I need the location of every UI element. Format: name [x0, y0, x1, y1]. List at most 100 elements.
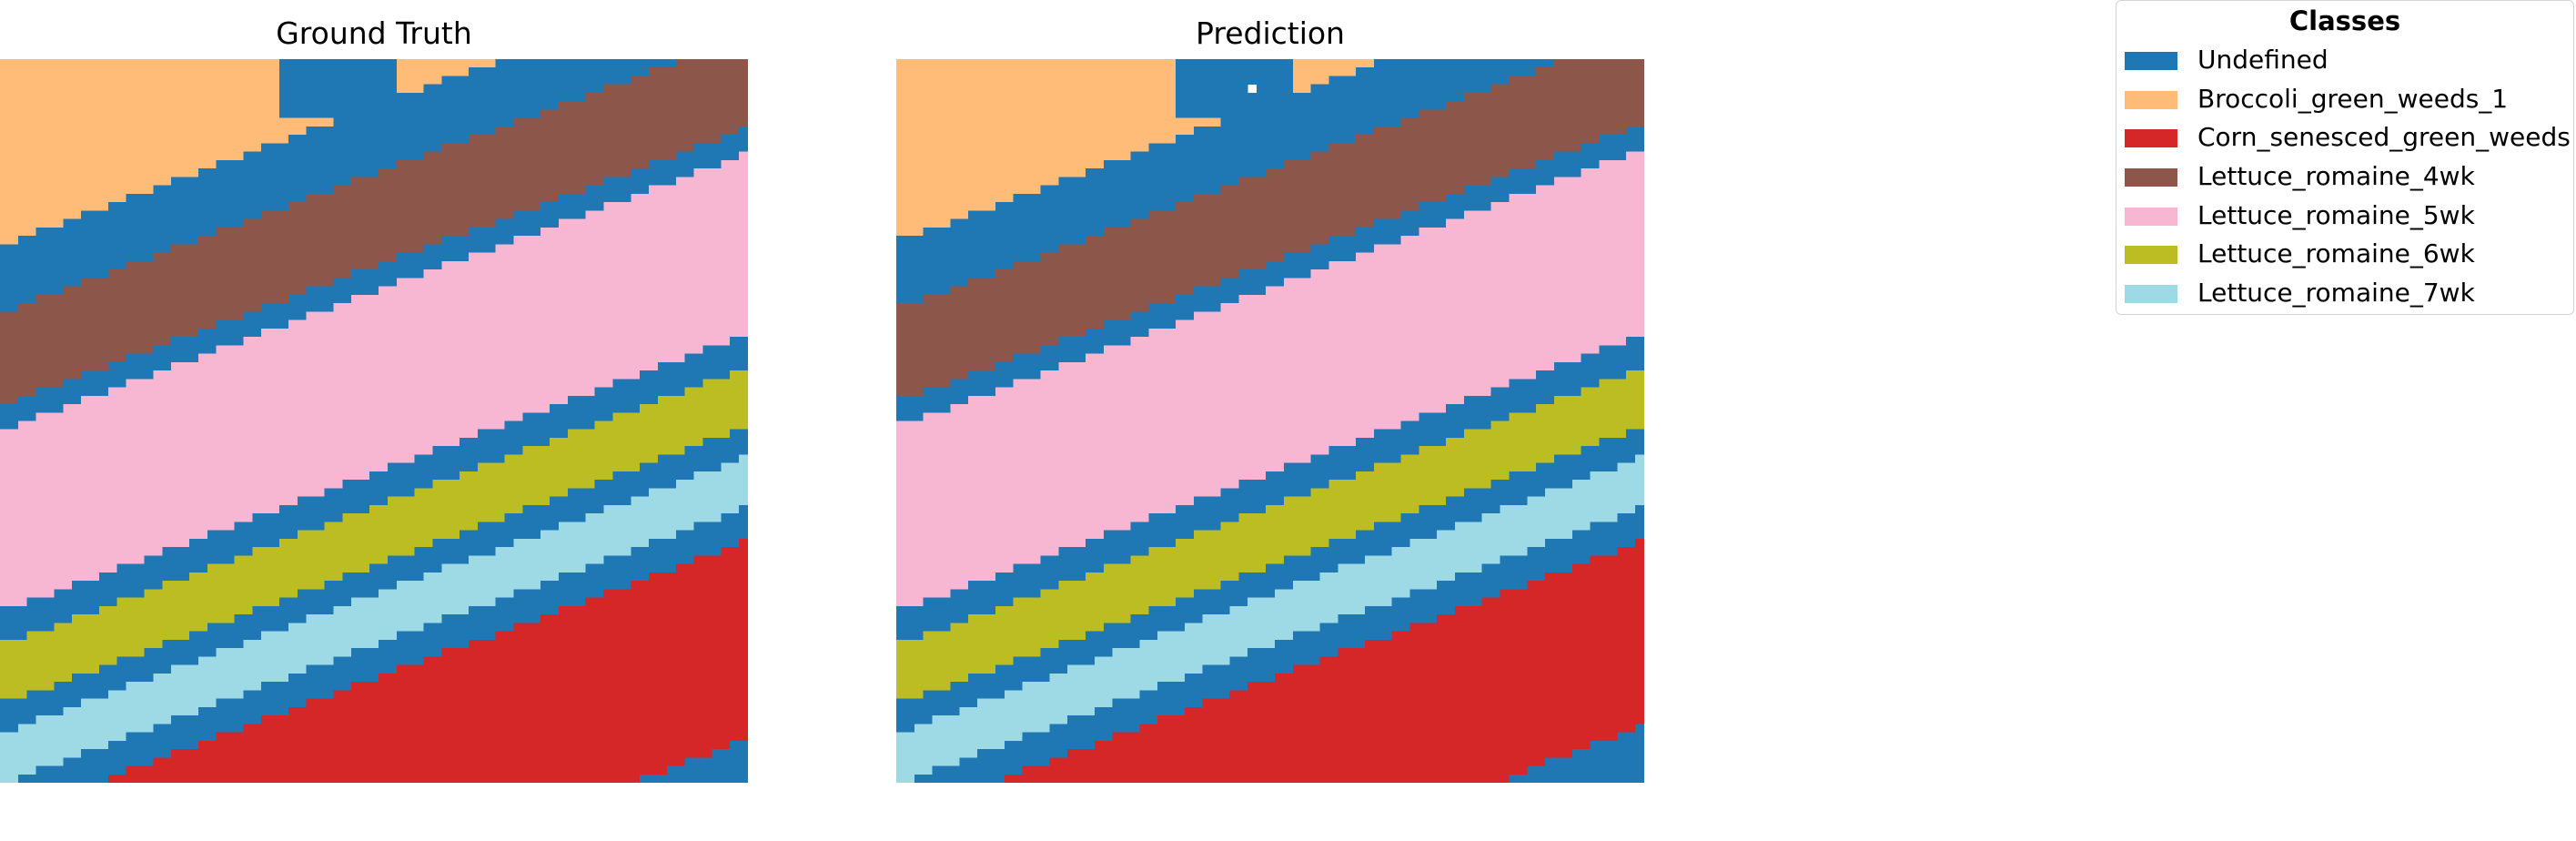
class-pixel-run [1248, 597, 1392, 607]
class-pixel-run [216, 648, 352, 657]
ground-truth-classification-map [0, 59, 748, 783]
legend-item-lettuce-romaine-5wk: Lettuce_romaine_5wk [2116, 197, 2573, 236]
class-pixel-run [441, 648, 748, 657]
class-pixel-run [162, 581, 325, 590]
class-pixel-run [1248, 648, 1339, 657]
class-pixel-run [1022, 682, 1158, 691]
class-pixel-run [914, 724, 1050, 733]
class-pixel-run [162, 547, 253, 556]
class-pixel-run [896, 740, 1005, 750]
class-pixel-run [1463, 92, 1644, 102]
class-pixel-run [1553, 454, 1636, 463]
class-pixel-run [657, 395, 748, 405]
class-pixel-run [1536, 159, 1600, 169]
class-pixel-run [649, 572, 748, 582]
class-pixel-run [1292, 84, 1311, 94]
class-pixel-run [1328, 538, 1410, 548]
class-pixel-run [0, 732, 126, 741]
class-pixel-run [896, 370, 969, 380]
class-pixel-run [640, 404, 748, 413]
class-pixel-run [603, 555, 694, 564]
class-pixel-run [477, 462, 641, 472]
class-pixel-run [1130, 218, 1375, 228]
class-pixel-run [1193, 193, 1447, 203]
class-pixel-run [279, 84, 397, 94]
class-pixel-run [0, 513, 253, 522]
class-pixel-run [63, 757, 154, 766]
class-pixel-run [0, 715, 36, 724]
class-pixel-run [896, 673, 969, 683]
class-pixel-run [207, 530, 298, 540]
class-pixel-run [504, 420, 595, 430]
class-pixel-run [896, 412, 924, 421]
class-pixel-run [1419, 109, 1644, 118]
class-pixel-run [1176, 294, 1239, 304]
class-pixel-run [896, 126, 1195, 136]
class-pixel-run [387, 496, 551, 506]
class-pixel-run [1176, 92, 1465, 102]
class-pixel-run [243, 639, 379, 649]
legend-label: Lettuce_romaine_6wk [2197, 238, 2475, 269]
classes-legend: Classes Undefined Broccoli_green_weeds_1… [2116, 0, 2574, 315]
class-pixel-run [1112, 648, 1248, 657]
class-pixel-run [1509, 76, 1644, 85]
class-pixel-run [950, 286, 1195, 296]
class-pixel-run [468, 639, 748, 649]
class-pixel-run [1292, 631, 1392, 641]
class-pixel-run [1193, 589, 1276, 598]
class-pixel-run [1400, 513, 1482, 522]
class-pixel-run [950, 589, 1041, 598]
class-pixel-run [1446, 496, 1528, 506]
class-pixel-run [234, 555, 389, 564]
class-pixel-run [0, 345, 154, 354]
class-pixel-run [1581, 143, 1644, 152]
class-pixel-run [932, 765, 1023, 775]
class-pixel-run [0, 706, 64, 716]
class-pixel-run [1220, 278, 1285, 287]
class-pixel-run [896, 429, 1375, 439]
class-pixel-run [0, 370, 82, 380]
class-pixel-run [1500, 555, 1591, 564]
class-pixel-run [243, 311, 307, 320]
legend-swatch [2125, 129, 2177, 148]
class-pixel-run [0, 412, 36, 421]
class-pixel-run [1310, 454, 1401, 463]
class-pixel-run [896, 589, 951, 598]
class-pixel-run [378, 260, 442, 270]
class-pixel-run [378, 168, 631, 177]
class-pixel-run [126, 732, 217, 741]
class-pixel-run [261, 682, 352, 691]
class-pixel-run [1176, 84, 1248, 94]
class-pixel-run [1446, 404, 1537, 413]
class-pixel-run [1067, 664, 1203, 674]
class-pixel-run [1094, 656, 1230, 665]
class-pixel-run [197, 328, 262, 338]
class-pixel-run [1292, 76, 1329, 85]
class-pixel-run [1617, 732, 1644, 741]
class-pixel-run [72, 581, 163, 590]
class-pixel-run [1446, 193, 1510, 203]
class-pixel-run [1400, 420, 1491, 430]
class-pixel-run [107, 740, 199, 750]
class-pixel-run [1176, 202, 1419, 211]
class-pixel-run [896, 757, 960, 766]
class-pixel-run [550, 437, 703, 447]
class-pixel-run [1536, 185, 1644, 195]
class-pixel-run [896, 193, 1014, 203]
class-pixel-run [968, 614, 1131, 623]
class-pixel-run [896, 236, 1086, 245]
class-pixel-run [468, 227, 541, 237]
class-pixel-run [896, 631, 924, 641]
class-pixel-run [1130, 614, 1203, 623]
class-pixel-run [279, 59, 397, 68]
class-pixel-run [81, 395, 569, 405]
class-pixel-run [0, 244, 172, 253]
class-pixel-run [288, 706, 748, 716]
class-pixel-run [1176, 135, 1357, 144]
class-pixel-run [153, 724, 244, 733]
class-pixel-run [1509, 379, 1600, 388]
class-pixel-run [0, 59, 280, 68]
class-pixel-run [567, 429, 731, 439]
class-pixel-run [1058, 244, 1311, 253]
class-pixel-run [1266, 563, 1339, 573]
